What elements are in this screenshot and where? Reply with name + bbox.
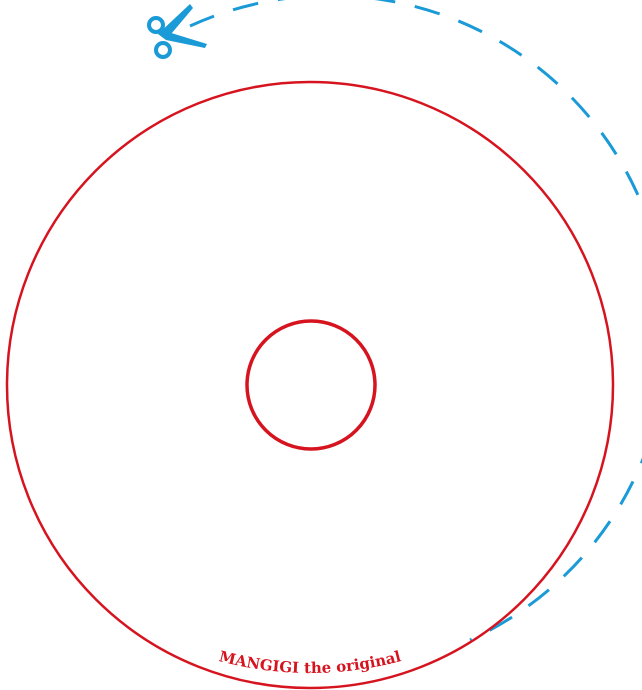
dashed-cut-line xyxy=(189,0,642,642)
brand-text: MANGIGI the original xyxy=(217,647,403,677)
brand-text-path: MANGIGI the original xyxy=(217,647,403,677)
center-hole-circle xyxy=(245,319,377,451)
outer-circle xyxy=(5,80,615,690)
scissors-icon xyxy=(147,4,207,59)
